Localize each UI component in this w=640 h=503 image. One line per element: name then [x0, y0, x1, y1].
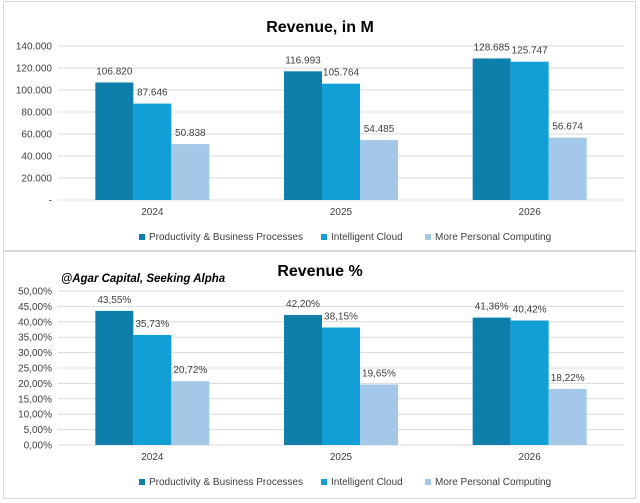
- bar: [133, 103, 172, 200]
- bar: [322, 327, 360, 445]
- legend-entry: More Personal Computing: [435, 477, 551, 488]
- chart-title: Revenue, in M: [266, 19, 374, 36]
- x-tick-label: 2024: [141, 452, 164, 463]
- y-tick-label: 0,00%: [24, 441, 52, 452]
- legend-swatch: [425, 234, 431, 240]
- data-label: 87.646: [137, 88, 168, 99]
- data-label: 54.485: [364, 124, 395, 135]
- y-tick-label: 100.000: [16, 86, 53, 97]
- bar: [171, 144, 210, 200]
- y-tick-label: 5,00%: [24, 425, 52, 436]
- legend-entry: Productivity & Business Processes: [149, 477, 303, 488]
- y-tick-label: 10,00%: [18, 410, 52, 421]
- x-tick-label: 2026: [519, 207, 542, 218]
- data-label: 19,65%: [362, 368, 396, 379]
- legend-swatch: [139, 479, 145, 485]
- bar: [510, 320, 549, 445]
- data-label: 20,72%: [173, 365, 207, 376]
- bar: [95, 310, 134, 445]
- y-tick-label: 40.000: [21, 152, 52, 163]
- revenue-percent-chart: @Agar Capital, Seeking Alpha Revenue % 0…: [18, 263, 624, 488]
- data-label: 56.674: [552, 122, 583, 133]
- legend-entry: Intelligent Cloud: [331, 232, 403, 243]
- bar: [360, 140, 398, 200]
- bar: [548, 137, 587, 200]
- bar: [548, 388, 587, 445]
- x-tick-label: 2025: [330, 207, 353, 218]
- y-tick-label: 50,00%: [18, 287, 52, 298]
- data-label: 128.685: [474, 42, 511, 53]
- bar: [284, 71, 322, 200]
- y-tick-label: 60.000: [21, 130, 52, 141]
- y-tick-label: 25,00%: [18, 364, 52, 375]
- data-label: 116.993: [285, 55, 321, 66]
- data-label: 35,73%: [135, 319, 169, 330]
- bar: [95, 82, 134, 200]
- data-label: 105.764: [323, 68, 360, 79]
- y-tick-label: 40,00%: [18, 317, 52, 328]
- revenue-chart: Revenue, in M - 20.000 40.000 60.000 80.000 1…: [16, 19, 624, 243]
- legend-swatch: [425, 479, 431, 485]
- y-tick-label: 35,00%: [18, 333, 52, 344]
- y-tick-label: 15,00%: [18, 394, 52, 405]
- data-label: 41,36%: [475, 302, 509, 313]
- legend-entry: Intelligent Cloud: [331, 477, 403, 488]
- legend-swatch: [321, 234, 327, 240]
- data-label: 50.838: [175, 128, 206, 139]
- data-label: 106.820: [96, 66, 133, 77]
- data-label: 40,42%: [513, 305, 547, 316]
- bar: [360, 384, 398, 445]
- y-tick-label: 120.000: [16, 64, 53, 75]
- legend-entry: More Personal Computing: [435, 232, 551, 243]
- y-tick-label: 140.000: [16, 42, 53, 53]
- bar: [284, 315, 322, 445]
- data-label: 42,20%: [286, 299, 320, 310]
- y-tick-label: 80.000: [21, 108, 52, 119]
- data-label: 125.747: [512, 46, 549, 57]
- legend-swatch: [321, 479, 327, 485]
- revenue-chart-panel: Revenue, in M - 20.000 40.000 60.000 80.000 1…: [3, 1, 636, 251]
- x-tick-label: 2026: [519, 452, 542, 463]
- y-tick-label: 20,00%: [18, 379, 52, 390]
- y-tick-label: 20.000: [21, 174, 52, 185]
- data-label: 43,55%: [97, 295, 131, 306]
- y-tick-label: -: [49, 196, 52, 207]
- y-tick-label: 30,00%: [18, 348, 52, 359]
- bar: [510, 61, 549, 200]
- legend-swatch: [139, 234, 145, 240]
- bar: [472, 58, 511, 200]
- bar: [133, 334, 172, 445]
- bar: [322, 83, 360, 200]
- x-tick-label: 2025: [330, 452, 353, 463]
- chart-title: Revenue %: [277, 263, 362, 280]
- revenue-percent-chart-panel: @Agar Capital, Seeking Alpha Revenue % 0…: [3, 251, 636, 499]
- source-annotation: @Agar Capital, Seeking Alpha: [61, 273, 226, 285]
- bar: [472, 317, 511, 445]
- bar: [171, 381, 210, 445]
- legend-entry: Productivity & Business Processes: [149, 232, 303, 243]
- x-tick-label: 2024: [141, 207, 164, 218]
- y-tick-label: 45,00%: [18, 302, 52, 313]
- data-label: 38,15%: [324, 311, 358, 322]
- data-label: 18,22%: [551, 373, 585, 384]
